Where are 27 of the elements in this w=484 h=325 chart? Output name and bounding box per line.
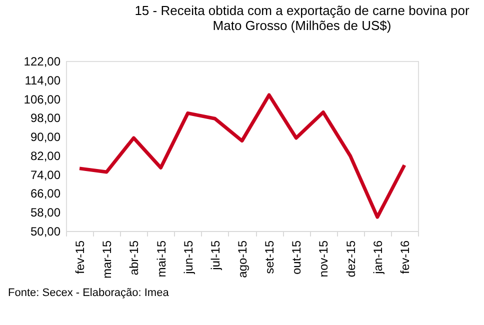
y-tick-label: 90,00 xyxy=(30,130,61,144)
line-series xyxy=(78,93,406,219)
x-tick-label: out-15 xyxy=(290,240,304,275)
x-tick-label: set-15 xyxy=(262,240,277,274)
x-tick-label: nov-15 xyxy=(316,240,331,278)
x-tick-label: jun-15 xyxy=(181,240,196,275)
y-tick-label: 82,00 xyxy=(30,148,61,163)
y-tick-label: 122,00 xyxy=(24,54,61,68)
x-tick-label: jul-15 xyxy=(208,240,222,271)
x-tick-label: jan-16 xyxy=(370,240,385,275)
text: 15 - Receita obtida com a exportação de carne bovina por xyxy=(134,3,470,18)
x-tick-label: mar-15 xyxy=(100,240,114,279)
y-tick-label: 50,00 xyxy=(30,224,61,238)
y-tick-label: 66,00 xyxy=(30,186,61,201)
x-tick-label: mai-15 xyxy=(154,240,168,278)
text: Mato Grosso (Milhões de US$) xyxy=(212,18,392,33)
y-tick-label: 114,00 xyxy=(24,73,61,88)
x-tick-label: dez-15 xyxy=(344,240,358,278)
y-tick-label: 74,00 xyxy=(30,168,61,182)
x-tick-label: fev-15 xyxy=(73,240,88,274)
x-tick-label: ago-15 xyxy=(236,240,250,278)
y-tick-label: 106,00 xyxy=(24,92,61,106)
x-tick-label: abr-15 xyxy=(127,240,142,276)
y-tick-label: 98,00 xyxy=(30,111,61,126)
y-tick-label: 58,00 xyxy=(30,206,61,220)
x-tick-label: fev-16 xyxy=(398,240,412,274)
source-note: Fonte: Secex - Elaboração: Imea xyxy=(8,287,170,299)
